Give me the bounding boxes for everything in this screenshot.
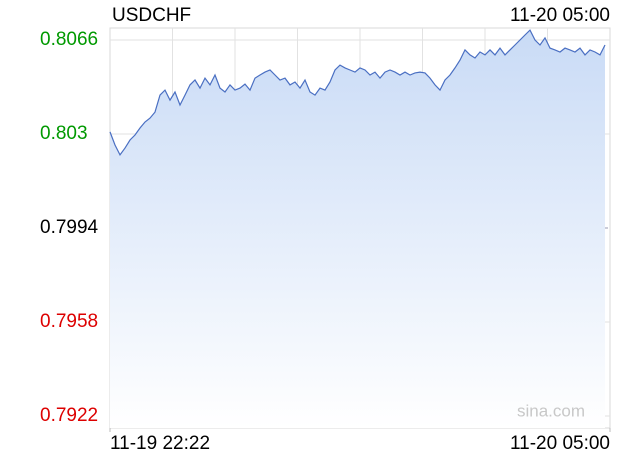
y-tick-label: 0.8066 — [40, 29, 98, 50]
x-tick-label: 11-19 22:22 — [110, 433, 210, 454]
y-tick-label: 0.803 — [40, 123, 88, 144]
last-time: 11-20 05:00 — [510, 5, 610, 26]
area — [110, 30, 605, 428]
watermark: sina.com — [517, 401, 585, 420]
x-tick-label: 11-20 05:00 — [510, 433, 610, 454]
chart-title: USDCHF — [112, 5, 191, 26]
y-tick-label: 0.7994 — [40, 217, 99, 238]
y-tick-label: 0.7958 — [40, 311, 98, 332]
price-line — [109, 29, 606, 157]
y-tick-label: 0.7922 — [40, 405, 98, 426]
